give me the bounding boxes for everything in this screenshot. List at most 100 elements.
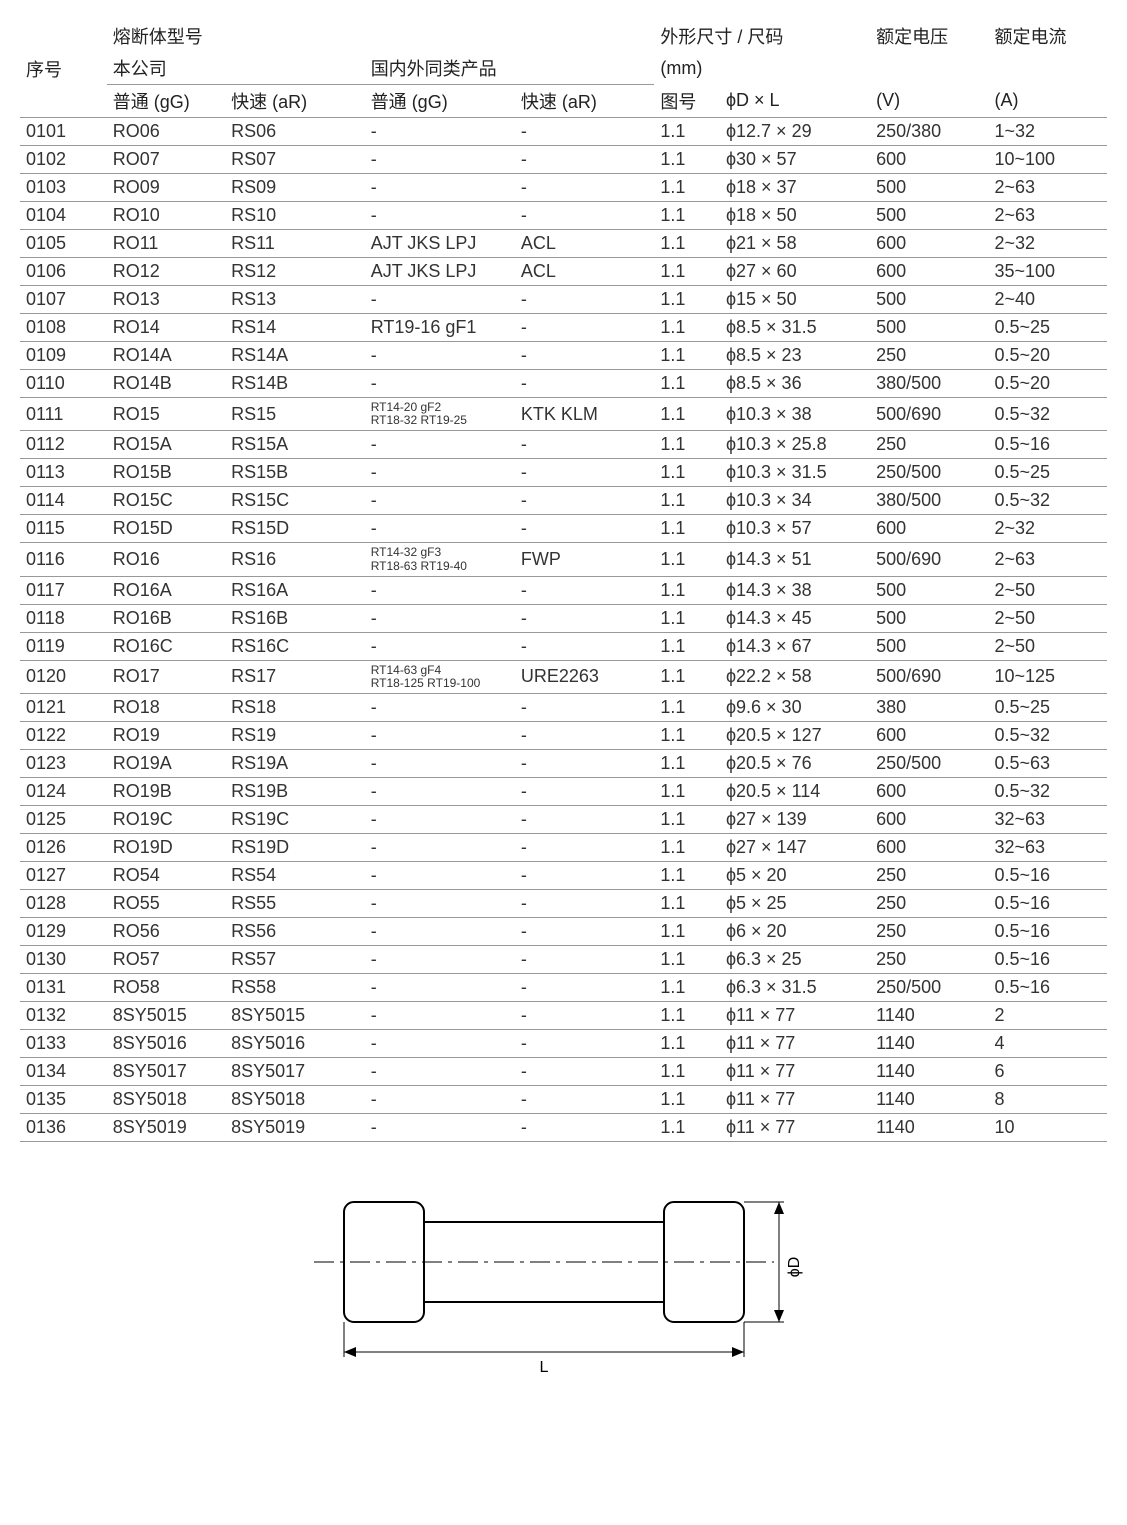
cell-seq: 0112 <box>20 431 107 459</box>
cell-gg: - <box>365 632 515 660</box>
cell-v: 500 <box>870 314 988 342</box>
cell-fig: 1.1 <box>654 1058 720 1086</box>
cell-fig: 1.1 <box>654 543 720 576</box>
cell-ar: - <box>515 286 655 314</box>
table-row: 0109RO14ARS14A--1.1ϕ8.5 × 232500.5~20 <box>20 342 1107 370</box>
cell-a: 0.5~25 <box>989 314 1108 342</box>
cell-ar: - <box>515 918 655 946</box>
cell-gg: - <box>365 1058 515 1086</box>
table-row: 0118RO16BRS16B--1.1ϕ14.3 × 455002~50 <box>20 604 1107 632</box>
cell-ar: - <box>515 576 655 604</box>
header-current: 额定电流 <box>989 20 1108 52</box>
cell-v: 250/500 <box>870 459 988 487</box>
cell-fig: 1.1 <box>654 946 720 974</box>
table-body: 0101RO06RS06--1.1ϕ12.7 × 29250/3801~3201… <box>20 118 1107 1142</box>
cell-ar: URE2263 <box>515 660 655 693</box>
table-row: 0121RO18RS18--1.1ϕ9.6 × 303800.5~25 <box>20 694 1107 722</box>
cell-dl: ϕ12.7 × 29 <box>720 118 870 146</box>
cell-ar: - <box>515 806 655 834</box>
cell-gg: AJT JKS LPJ <box>365 230 515 258</box>
cell-ro: RO58 <box>107 974 225 1002</box>
cell-ro: RO14B <box>107 370 225 398</box>
cell-seq: 0119 <box>20 632 107 660</box>
cell-seq: 0118 <box>20 604 107 632</box>
cell-dl: ϕ5 × 25 <box>720 890 870 918</box>
cell-fig: 1.1 <box>654 974 720 1002</box>
cell-ar: - <box>515 1058 655 1086</box>
header-company: 本公司 <box>107 52 365 85</box>
table-row: 01368SY50198SY5019--1.1ϕ11 × 77114010 <box>20 1114 1107 1142</box>
cell-seq: 0136 <box>20 1114 107 1142</box>
table-row: 0103RO09RS09--1.1ϕ18 × 375002~63 <box>20 174 1107 202</box>
cell-rs: RS14A <box>225 342 365 370</box>
cell-a: 0.5~63 <box>989 750 1108 778</box>
cell-v: 500 <box>870 202 988 230</box>
header-gg1: 普通 (gG) <box>107 85 225 118</box>
cell-ro: RO13 <box>107 286 225 314</box>
cell-ar: - <box>515 370 655 398</box>
cell-gg: - <box>365 1030 515 1058</box>
cell-ro: RO07 <box>107 146 225 174</box>
cell-gg: - <box>365 890 515 918</box>
cell-gg: - <box>365 806 515 834</box>
cell-seq: 0121 <box>20 694 107 722</box>
cell-ro: RO15 <box>107 398 225 431</box>
cell-ar: - <box>515 174 655 202</box>
table-row: 0122RO19RS19--1.1ϕ20.5 × 1276000.5~32 <box>20 722 1107 750</box>
cell-ar: - <box>515 946 655 974</box>
cell-ro: RO06 <box>107 118 225 146</box>
cell-rs: RS16B <box>225 604 365 632</box>
cell-fig: 1.1 <box>654 834 720 862</box>
cell-gg: - <box>365 342 515 370</box>
cell-ro: RO15B <box>107 459 225 487</box>
cell-ro: 8SY5017 <box>107 1058 225 1086</box>
cell-ar: - <box>515 862 655 890</box>
cell-dl: ϕ27 × 139 <box>720 806 870 834</box>
cell-v: 500 <box>870 286 988 314</box>
table-row: 0110RO14BRS14B--1.1ϕ8.5 × 36380/5000.5~2… <box>20 370 1107 398</box>
cell-rs: RS19D <box>225 834 365 862</box>
cell-seq: 0102 <box>20 146 107 174</box>
cell-dl: ϕ6 × 20 <box>720 918 870 946</box>
cell-seq: 0111 <box>20 398 107 431</box>
cell-v: 600 <box>870 806 988 834</box>
table-row: 0112RO15ARS15A--1.1ϕ10.3 × 25.82500.5~16 <box>20 431 1107 459</box>
cell-dl: ϕ27 × 147 <box>720 834 870 862</box>
cell-fig: 1.1 <box>654 862 720 890</box>
cell-gg: - <box>365 118 515 146</box>
cell-fig: 1.1 <box>654 1002 720 1030</box>
cell-a: 32~63 <box>989 806 1108 834</box>
cell-v: 500/690 <box>870 660 988 693</box>
header-size-unit: (mm) <box>654 52 870 85</box>
cell-gg: - <box>365 1002 515 1030</box>
cell-rs: RS06 <box>225 118 365 146</box>
cell-ar: FWP <box>515 543 655 576</box>
cell-v: 250 <box>870 918 988 946</box>
cell-v: 1140 <box>870 1058 988 1086</box>
cell-seq: 0122 <box>20 722 107 750</box>
cell-ar: KTK KLM <box>515 398 655 431</box>
cell-seq: 0135 <box>20 1086 107 1114</box>
table-row: 01328SY50158SY5015--1.1ϕ11 × 7711402 <box>20 1002 1107 1030</box>
cell-ar: - <box>515 146 655 174</box>
cell-a: 4 <box>989 1030 1108 1058</box>
cell-v: 600 <box>870 778 988 806</box>
cell-v: 250/380 <box>870 118 988 146</box>
cell-gg: - <box>365 750 515 778</box>
cell-a: 0.5~16 <box>989 890 1108 918</box>
cell-seq: 0124 <box>20 778 107 806</box>
cell-seq: 0110 <box>20 370 107 398</box>
cell-a: 0.5~32 <box>989 487 1108 515</box>
cell-rs: RS15C <box>225 487 365 515</box>
cell-v: 500/690 <box>870 398 988 431</box>
cell-seq: 0108 <box>20 314 107 342</box>
table-row: 0120RO17RS17RT14-63 gF4RT18-125 RT19-100… <box>20 660 1107 693</box>
cell-a: 2~50 <box>989 632 1108 660</box>
cell-rs: RS56 <box>225 918 365 946</box>
cell-fig: 1.1 <box>654 576 720 604</box>
cell-dl: ϕ10.3 × 34 <box>720 487 870 515</box>
cell-fig: 1.1 <box>654 174 720 202</box>
cell-dl: ϕ9.6 × 30 <box>720 694 870 722</box>
cell-fig: 1.1 <box>654 1086 720 1114</box>
cell-seq: 0130 <box>20 946 107 974</box>
